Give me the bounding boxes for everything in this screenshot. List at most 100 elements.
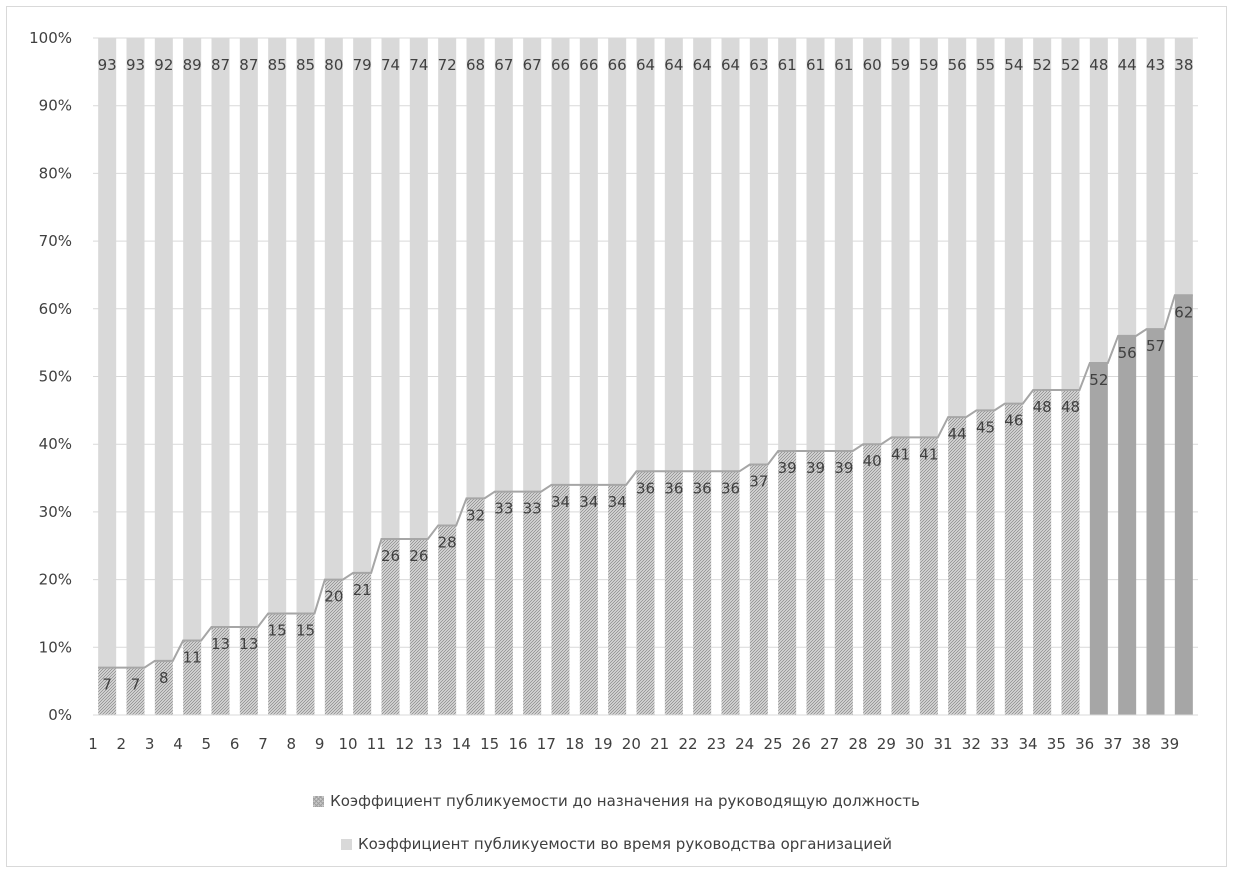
x-tick-label: 33 [990,735,1009,753]
bar-during [891,38,910,438]
bar-before [1004,403,1023,715]
x-tick-label: 17 [537,735,556,753]
bar-during [919,38,938,438]
bar-before [353,572,372,715]
bar-during [1089,38,1108,363]
data-label-during: 61 [806,56,825,74]
bar-during [409,38,428,539]
bar-before [324,579,343,715]
bar-before [749,464,768,715]
boundary-line [98,294,1193,669]
data-label-during: 80 [324,56,343,74]
bar-during [268,38,287,614]
data-label-before: 26 [381,547,400,565]
data-label-before: 7 [102,676,112,694]
data-label-during: 52 [1033,56,1052,74]
data-label-during: 85 [296,56,315,74]
bar-during [1033,38,1052,391]
data-label-during: 61 [834,56,853,74]
data-label-during: 38 [1174,56,1193,74]
data-label-before: 21 [353,581,372,599]
x-tick-label: 27 [820,735,839,753]
data-label-during: 44 [1118,56,1137,74]
x-tick-label: 36 [1075,735,1094,753]
bars [98,38,1193,715]
bar-during [126,38,145,668]
bar-before [1061,390,1080,715]
legend-item-during: Коэффициент публикуемости во время руков… [0,835,1233,854]
data-label-during: 74 [381,56,400,74]
data-label-during: 64 [721,56,740,74]
bar-before [381,538,400,715]
bar-before [863,444,882,715]
data-label-during: 64 [693,56,712,74]
x-tick-label: 14 [452,735,471,753]
axes: 0%10%20%30%40%50%60%70%80%90%100%1 2 3 4 5 6 7… [29,29,1198,753]
data-label-before: 46 [1004,412,1023,430]
data-label-before: 39 [778,459,797,477]
x-tick-label: 5 [202,735,212,753]
x-tick-label: 19 [593,735,612,753]
bar-before [126,667,145,715]
y-tick-label: 50% [39,368,72,386]
data-label-before: 48 [1033,398,1052,416]
bar-during [863,38,882,445]
x-tick-label: 6 [230,735,240,753]
data-label-before: 13 [239,635,258,653]
data-label-during: 89 [183,56,202,74]
data-label-during: 85 [268,56,287,74]
bar-during [664,38,683,472]
x-tick-label: 21 [650,735,669,753]
data-label-during: 93 [126,56,145,74]
x-tick-label: 30 [905,735,924,753]
bar-before [919,437,938,715]
bar-during [976,38,995,411]
data-label-during: 93 [98,56,117,74]
x-tick-label: 28 [848,735,867,753]
data-label-during: 59 [891,56,910,74]
legend-label-during: Коэффициент публикуемости во время руков… [357,835,893,853]
x-tick-label: 2 [117,735,127,753]
data-label-before: 28 [438,533,457,551]
data-label-before: 62 [1174,303,1193,321]
x-tick-label: 32 [962,735,981,753]
bar-during [1061,38,1080,391]
bar-during [1146,38,1165,330]
bar-before [636,471,655,715]
data-label-during: 60 [863,56,882,74]
bar-before [976,410,995,715]
bar-during [608,38,627,485]
data-label-during: 66 [579,56,598,74]
data-label-before: 36 [693,479,712,497]
data-label-before: 56 [1118,344,1137,362]
data-label-during: 92 [154,56,173,74]
x-tick-label: 20 [622,735,641,753]
data-label-during: 48 [1089,56,1108,74]
legend-swatch-solid [340,838,352,850]
bar-before [608,484,627,715]
data-label-before: 39 [834,459,853,477]
data-label-before: 15 [268,621,287,639]
bar-before [1118,335,1137,715]
x-tick-label: 1 [88,735,98,753]
data-label-during: 87 [211,56,230,74]
legend-item-before: Коэффициент публикуемости до назначения … [0,792,1233,811]
bar-before [183,640,202,715]
bar-before [268,613,287,715]
bar-during [551,38,570,485]
legend-label-before: Коэффициент публикуемости до назначения … [330,792,920,810]
data-label-during: 72 [438,56,457,74]
data-label-during: 55 [976,56,995,74]
x-tick-label: 37 [1103,735,1122,753]
bar-before [806,450,825,715]
data-label-during: 67 [494,56,513,74]
x-tick-label: 7 [258,735,268,753]
x-tick-label: 31 [933,735,952,753]
bar-before [494,491,513,715]
bar-during [353,38,372,573]
data-label-before: 13 [211,635,230,653]
bar-before [664,471,683,715]
x-tick-label: 26 [792,735,811,753]
bar-during [494,38,513,492]
